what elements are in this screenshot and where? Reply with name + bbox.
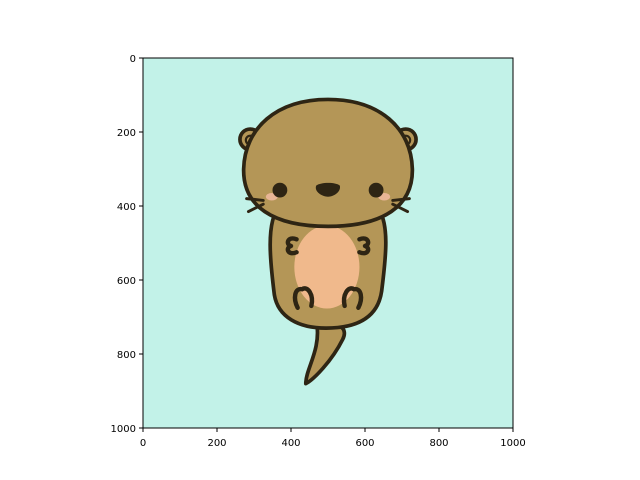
otter-whiskers-right: [391, 197, 411, 214]
x-tick-label: 0: [140, 438, 146, 449]
y-axis: 0 200 400 600 800 1000: [111, 54, 143, 435]
x-tick-label: 600: [355, 438, 374, 449]
x-tick-label: 400: [281, 438, 300, 449]
x-tick-label: 200: [207, 438, 226, 449]
otter-paw-back-right: [341, 286, 364, 310]
y-tick-label: 400: [117, 202, 136, 213]
otter-paw-front-left: [285, 236, 299, 256]
y-tick-label: 200: [117, 128, 136, 139]
otter-paw-back-left: [292, 286, 315, 310]
otter-paw-front-right: [357, 236, 371, 256]
x-axis: 0 200 400 600 800 1000: [140, 428, 526, 449]
y-tick-label: 600: [117, 276, 136, 287]
otter-eye-left: [272, 182, 288, 198]
otter-eye-right: [368, 182, 384, 198]
otter-nose: [315, 182, 341, 197]
axes-frame: [142, 57, 514, 429]
otter-belly: [294, 225, 360, 309]
x-tick-label: 1000: [500, 438, 525, 449]
x-tick-label: 800: [429, 438, 448, 449]
y-tick-label: 0: [130, 54, 136, 65]
otter-head: [241, 97, 415, 229]
y-tick-label: 800: [117, 350, 136, 361]
otter-whiskers-left: [245, 197, 265, 214]
y-tick-label: 1000: [111, 424, 136, 435]
otter-illustration: [238, 97, 418, 386]
